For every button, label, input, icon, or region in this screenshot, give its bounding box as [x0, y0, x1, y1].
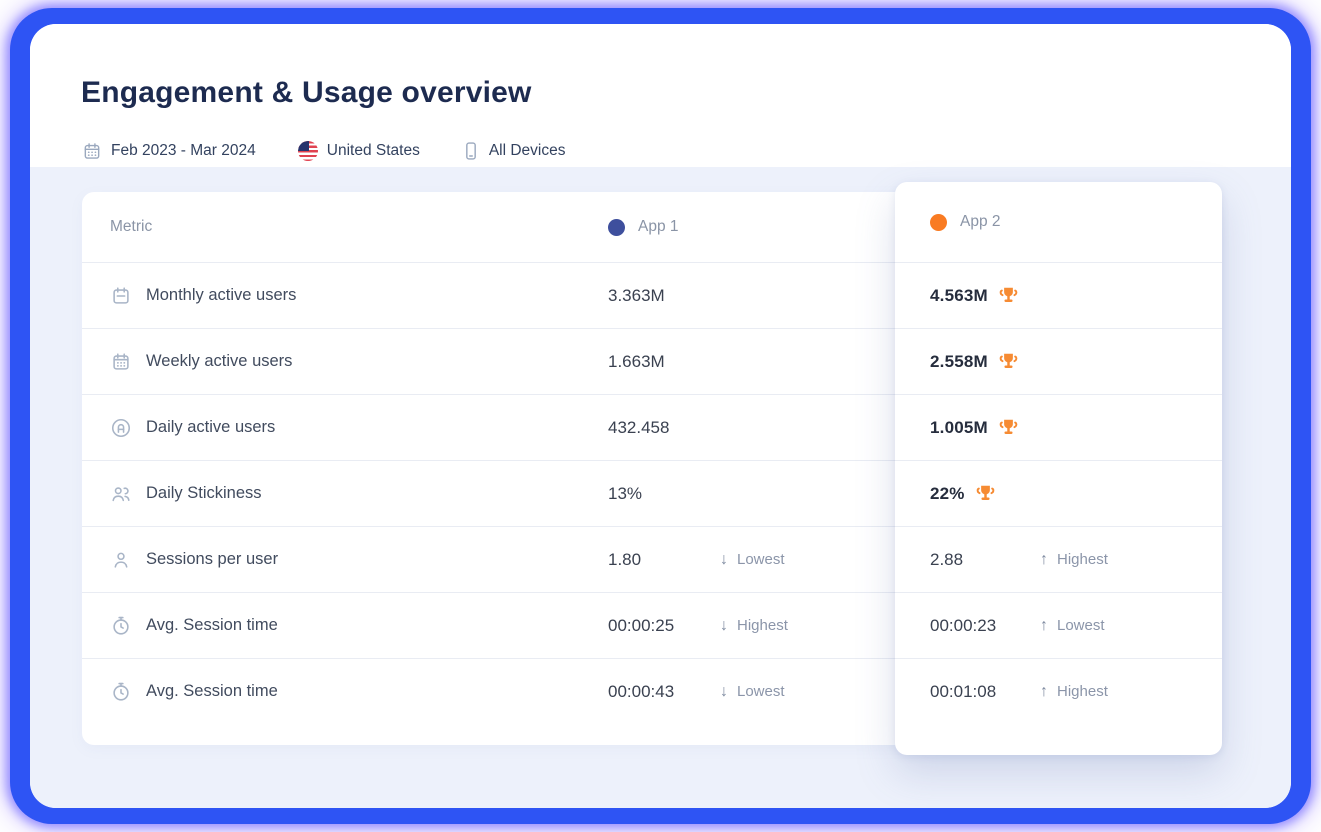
app2-dot-icon: [930, 213, 947, 231]
app2-cell: 22%: [895, 460, 1222, 526]
arrow-up-icon: ↑: [1040, 616, 1048, 634]
app1-badge: ↓ Highest: [720, 616, 788, 635]
app2-column-header: App 2: [895, 182, 1222, 262]
us-flag-icon: [297, 141, 318, 161]
app2-cell: 1.005M: [895, 394, 1222, 460]
arrow-down-icon: ↓: [720, 616, 728, 634]
arrow-up-icon: ↑: [1040, 550, 1048, 568]
metric-label: Avg. Session time: [146, 682, 278, 700]
trophy-icon: [998, 286, 1019, 306]
app2-value: 2.88: [930, 549, 964, 569]
metric-label: Sessions per user: [146, 550, 279, 568]
app2-winner-card: App 2 4.563M 2.558M 1.005M 22%: [895, 182, 1222, 755]
app2-label: App 2: [960, 213, 1001, 230]
app2-cell: 4.563M: [895, 262, 1222, 328]
filter-bar: Feb 2023 - Mar 2024 United States All: [82, 141, 566, 161]
app1-value: 1.80: [608, 549, 642, 569]
app2-value: 2.558M: [930, 352, 1040, 372]
app2-badge: ↑ Lowest: [1040, 616, 1105, 635]
daily-active-user-icon: [110, 417, 132, 439]
arrow-up-icon: ↑: [1040, 682, 1048, 700]
app1-value: 13%: [608, 483, 643, 503]
app2-badge: ↑ Highest: [1040, 682, 1108, 701]
calendar-week-icon: [110, 351, 132, 373]
trophy-icon: [998, 418, 1019, 438]
table-row: Avg. Session time 00:00:25 ↓ Highest: [82, 592, 1219, 658]
arrow-down-icon: ↓: [720, 682, 728, 700]
app2-value: 00:00:23: [930, 615, 997, 635]
table-row: Weekly active users 1.663M: [82, 328, 1219, 394]
app2-value: 1.005M: [930, 418, 1040, 438]
app1-badge: ↓ Lowest: [720, 550, 785, 569]
app1-column-header: App 1: [608, 218, 679, 236]
smartphone-icon: [462, 141, 480, 161]
dashboard-body: Metric App 1: [30, 167, 1291, 808]
app1-value: 432.458: [608, 417, 670, 437]
metric-label: Daily Stickiness: [146, 484, 262, 502]
country-filter[interactable]: United States: [297, 141, 420, 161]
app2-badge: ↑ Highest: [1040, 550, 1108, 569]
app1-badge: ↓ Lowest: [720, 682, 785, 701]
stopwatch-icon: [110, 615, 132, 637]
app1-value: 3.363M: [608, 285, 665, 305]
app1-label: App 1: [638, 218, 679, 235]
metric-label: Monthly active users: [146, 286, 297, 304]
metric-column-header: Metric: [110, 218, 153, 235]
user-icon: [110, 549, 132, 571]
stopwatch-icon: [110, 681, 132, 703]
two-users-icon: [110, 483, 132, 505]
page-title: Engagement & Usage overview: [81, 76, 532, 109]
country-label: United States: [326, 142, 420, 159]
trophy-icon: [998, 352, 1019, 372]
app1-dot-icon: [608, 218, 625, 236]
table-row: Avg. Session time 00:00:43 ↓ Lowest: [82, 658, 1219, 724]
app2-cell: 00:00:23 ↑ Lowest: [895, 592, 1222, 658]
app2-value: 4.563M: [930, 286, 1040, 306]
metric-label: Daily active users: [146, 418, 276, 436]
app2-value: 22%: [930, 484, 1040, 504]
page-header: Engagement & Usage overview Feb 2023 - M…: [30, 24, 1291, 167]
app2-cell: 00:01:08 ↑ Highest: [895, 658, 1222, 724]
table-row: Daily Stickiness 13%: [82, 460, 1219, 526]
app2-cell: 2.558M: [895, 328, 1222, 394]
app2-value: 00:01:08: [930, 681, 997, 701]
app1-value: 00:00:25: [608, 615, 675, 635]
arrow-down-icon: ↓: [720, 550, 728, 568]
metric-label: Weekly active users: [146, 352, 293, 370]
metric-label: Avg. Session time: [146, 616, 278, 634]
devices-filter[interactable]: All Devices: [462, 141, 566, 161]
devices-label: All Devices: [488, 142, 566, 159]
date-range-label: Feb 2023 - Mar 2024: [111, 142, 256, 159]
table-header-row: Metric App 1: [82, 192, 1219, 262]
date-range-filter[interactable]: Feb 2023 - Mar 2024: [82, 141, 256, 161]
app1-value: 00:00:43: [608, 681, 675, 701]
app2-cell: 2.88 ↑ Highest: [895, 526, 1222, 592]
trophy-icon: [975, 484, 996, 504]
table-row: Daily active users 432.458: [82, 394, 1219, 460]
app-window: Engagement & Usage overview Feb 2023 - M…: [30, 24, 1291, 808]
app1-value: 1.663M: [608, 351, 665, 371]
calendar-month-icon: [110, 285, 132, 307]
table-row: Sessions per user 1.80 ↓ Lowest: [82, 526, 1219, 592]
calendar-icon: [82, 141, 102, 161]
table-row: Monthly active users 3.363M: [82, 262, 1219, 328]
